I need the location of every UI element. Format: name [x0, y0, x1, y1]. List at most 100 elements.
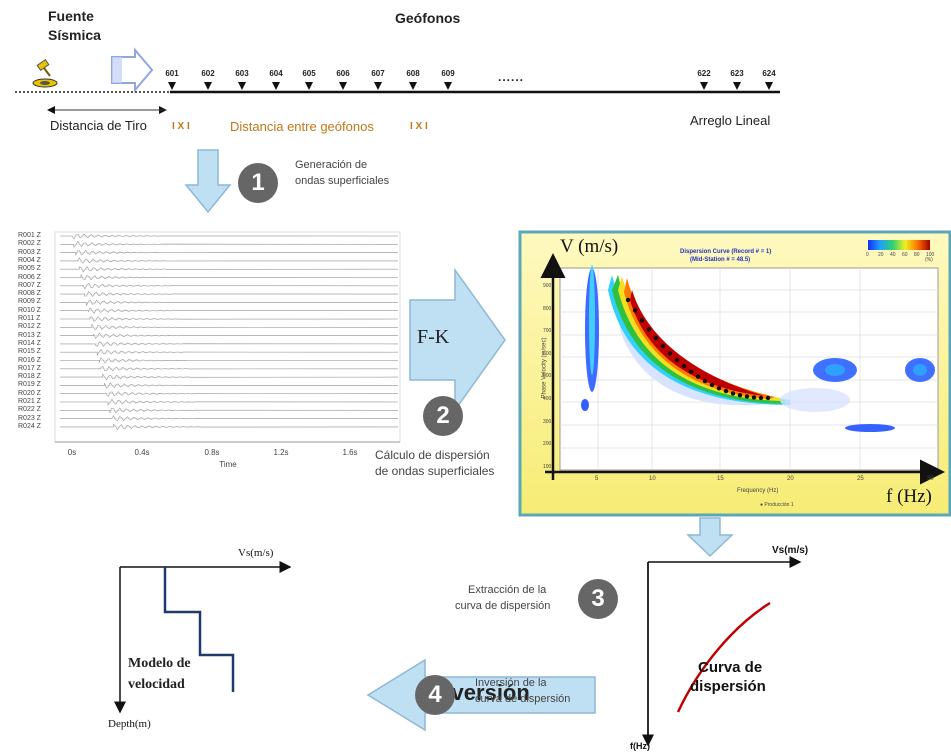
- curve-label-2: dispersión: [690, 678, 766, 695]
- step-1-badge: 1: [238, 163, 278, 203]
- trace-wiggle: [60, 415, 399, 422]
- x-tick-label: 15: [717, 476, 724, 482]
- colorbar-tick-label: 100: [926, 252, 935, 258]
- dispersion-pick-point: [702, 378, 708, 384]
- dispersion-pick-point: [695, 374, 701, 379]
- step-2-badge: 2: [423, 396, 463, 436]
- time-tick: 0.8s: [204, 448, 220, 457]
- y-tick-label: 600: [543, 350, 552, 357]
- dispersion-pick-point: [730, 391, 736, 396]
- trace-label: R009 Z: [18, 298, 41, 306]
- curve-y-axis-label: Vs(m/s): [772, 545, 809, 556]
- x-tick-label: 30: [927, 476, 934, 482]
- dispersion-pick-point: [674, 357, 680, 363]
- y-tick-label: 800: [543, 305, 552, 312]
- dispersion-pick-point: [723, 388, 729, 394]
- dispersion-title-1: Dispersion Curve (Record # = 1): [680, 249, 772, 255]
- trace-label: R004 Z: [18, 256, 41, 264]
- time-tick: 0s: [67, 448, 77, 457]
- geophone-spacing-label: Distancia entre geófonos: [230, 119, 374, 134]
- dispersion-pick-point: [667, 351, 673, 356]
- dispersion-curve-plot: [642, 556, 802, 747]
- trace-wiggle: [60, 233, 399, 240]
- colorbar-tick-label: 60: [902, 252, 908, 258]
- trace-wiggle: [60, 266, 399, 273]
- trace-wiggle: [60, 240, 399, 248]
- geophone-label: 605: [302, 69, 316, 78]
- geophone-label: 603: [235, 69, 249, 78]
- y-tick-label: 900: [543, 283, 552, 289]
- geophone-label: 607: [371, 69, 385, 78]
- curve-label-1: Curva de: [698, 659, 763, 676]
- trace-label: R015 Z: [18, 348, 41, 356]
- dispersion-pick-point: [681, 363, 687, 369]
- geophone-label: 601: [165, 69, 179, 78]
- fk-arrow: [409, 267, 506, 413]
- step-4-line-1: Inversión de la: [475, 677, 547, 689]
- dispersion-pick-point: [625, 297, 631, 303]
- dispersion-legend: ● Producción 1: [760, 502, 794, 508]
- dispersion-pick-point: [653, 335, 659, 341]
- dispersion-legend-text: Producción 1: [764, 502, 794, 508]
- trace-label: R023 Z: [18, 414, 41, 422]
- trace-wiggle: [60, 249, 399, 256]
- x-tick-label: 10: [649, 476, 656, 482]
- x-tick-label: 5: [595, 476, 599, 482]
- trace-label: R007 Z: [18, 281, 41, 289]
- trace-label: R010 Z: [18, 306, 41, 314]
- x-tick-label: 25: [857, 476, 864, 482]
- dispersion-inner-ylabel: Phase Velocity (m/sec): [541, 337, 548, 399]
- colorbar-unit: (%): [925, 257, 933, 263]
- linear-array-label: Arreglo Lineal: [690, 113, 771, 128]
- trace-label: R008 Z: [18, 290, 41, 298]
- dispersion-pick-point: [646, 327, 652, 332]
- dispersion-pick-point: [639, 318, 645, 323]
- colorbar-tick-label: 40: [890, 252, 896, 258]
- step-2-line-2: de ondas superficiales: [375, 464, 495, 478]
- y-tick-label: 400: [543, 396, 552, 402]
- step-2-line-1: Cálculo de dispersión: [375, 448, 490, 462]
- trace-label: R021 Z: [18, 398, 41, 405]
- step-3-badge: 3: [578, 579, 618, 619]
- trace-label: R001 Z: [18, 232, 41, 239]
- dispersion-pick-point: [688, 369, 694, 374]
- trace-label: R013 Z: [18, 331, 41, 339]
- trace-label: R017 Z: [18, 364, 41, 372]
- geophone-label: 609: [441, 69, 455, 78]
- fk-label: F-K: [417, 326, 450, 348]
- trace-wiggle: [60, 282, 399, 290]
- y-tick-label: 700: [543, 328, 552, 335]
- shot-distance-label: Distancia de Tiro: [50, 118, 147, 133]
- dispersion-pick-point: [744, 394, 750, 399]
- geophone-label: 604: [269, 69, 283, 78]
- dispersion-pick-point: [709, 382, 715, 388]
- dispersion-pick-point: [632, 308, 638, 313]
- trace-wiggle: [60, 348, 399, 357]
- colorbar-tick-label: 0: [866, 252, 869, 258]
- trace-label: R012 Z: [18, 323, 41, 331]
- dispersion-title-2: (Mid-Station # = 48.5): [690, 257, 751, 263]
- y-tick-label: 200: [543, 441, 552, 448]
- time-tick: 1.2s: [273, 448, 289, 457]
- trace-label: R020 Z: [18, 389, 41, 397]
- y-tick-label: 100: [543, 463, 552, 470]
- trace-label: R011 Z: [18, 315, 41, 322]
- trace-wiggle: [60, 290, 399, 298]
- trace-wiggle: [60, 257, 399, 264]
- seismogram-plot: [54, 231, 401, 443]
- geophone-label: 608: [406, 69, 420, 78]
- trace-wiggle: [60, 332, 398, 339]
- dispersion-pick-point: [737, 393, 743, 398]
- step-3-line-2: curva de dispersión: [455, 600, 551, 612]
- colorbar-tick-label: 80: [914, 252, 920, 258]
- curve-x-axis-label: f(Hz): [630, 741, 650, 751]
- geophones-title: Geófonos: [395, 10, 461, 26]
- step-4-badge: 4: [415, 675, 455, 715]
- trace-wiggle: [60, 391, 399, 398]
- trace-wiggle: [60, 357, 398, 364]
- geophone-ellipsis: ......: [498, 70, 525, 84]
- trace-wiggle: [60, 382, 398, 389]
- trace-wiggle: [60, 373, 399, 381]
- step-4-line-2: curva de dispersión: [475, 693, 571, 705]
